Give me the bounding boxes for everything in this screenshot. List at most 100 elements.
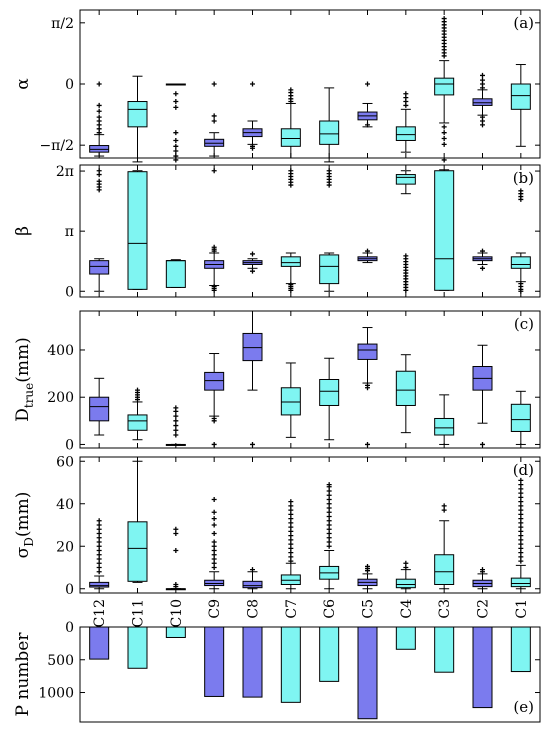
box-C11 [127, 460, 148, 583]
outlier-marker [326, 168, 332, 174]
outlier-marker [173, 104, 179, 110]
outlier-marker [518, 520, 524, 526]
panel-frame [79, 9, 541, 159]
outlier-marker [326, 531, 332, 536]
outlier-marker [480, 122, 485, 128]
outlier-marker [96, 102, 102, 108]
outlier-marker [365, 563, 370, 569]
box-C10 [165, 405, 186, 446]
outlier-marker [96, 560, 102, 566]
box [357, 343, 378, 360]
outlier-marker [211, 522, 217, 528]
box-C10 [165, 259, 186, 288]
box-C5 [357, 81, 378, 128]
outlier-marker [96, 81, 102, 87]
panel-label: (c) [514, 315, 534, 333]
outlier-marker [288, 528, 294, 534]
outlier-marker [518, 507, 524, 513]
y-tick-label: 500 [47, 653, 74, 669]
outlier-marker [288, 533, 294, 539]
outlier-marker [518, 482, 524, 488]
outlier-marker [288, 516, 294, 522]
box-C6 [319, 482, 340, 590]
box [89, 396, 110, 422]
y-tick-label: 40 [56, 497, 74, 513]
box-C11 [127, 387, 148, 441]
outlier-marker [365, 122, 370, 128]
outlier-marker [326, 522, 332, 528]
outlier-marker [441, 157, 447, 163]
outlier-marker [96, 108, 102, 114]
y-axis-label-main: P number [13, 632, 33, 717]
outlier-marker [173, 413, 179, 419]
category-label: C7 [284, 599, 300, 619]
panel-0: π/2 0 −π/2 (a) α [13, 9, 541, 163]
box-C1 [510, 64, 531, 147]
panel-2: 400 200 0 (c) Dtrue(mm) [13, 310, 541, 453]
outlier-marker [480, 265, 485, 271]
outlier-marker [211, 441, 217, 447]
bar [280, 626, 301, 703]
box [395, 174, 416, 185]
outlier-marker [211, 543, 217, 549]
outlier-marker [288, 545, 294, 551]
outlier-marker [173, 432, 179, 438]
outlier-marker [211, 415, 217, 421]
box [434, 170, 455, 291]
outlier-marker [518, 558, 524, 564]
y-axis-label: β [13, 226, 33, 236]
outlier-marker [403, 91, 409, 97]
box [242, 580, 263, 589]
y-axis-label-sub: D [22, 537, 36, 547]
outlier-marker [441, 507, 447, 513]
outlier-marker [518, 545, 524, 551]
outlier-marker [518, 511, 524, 517]
outlier-marker [288, 550, 294, 556]
outlier-marker [211, 548, 217, 553]
box [242, 332, 263, 362]
y-axis-label-main: β [13, 226, 33, 236]
outlier-marker [211, 531, 217, 536]
box [89, 145, 110, 153]
y-tick-label: 2π [56, 164, 74, 180]
box-C4 [395, 560, 416, 590]
box [280, 387, 301, 416]
category-label: C1 [514, 599, 530, 619]
outlier-marker [96, 543, 102, 549]
outlier-marker [173, 526, 179, 532]
outlier-marker [288, 282, 294, 288]
box-C5 [357, 327, 378, 447]
box-C8 [242, 567, 263, 590]
outlier-marker [480, 567, 485, 573]
y-tick-label: 200 [47, 390, 74, 406]
outlier-marker [441, 136, 447, 142]
box [280, 574, 301, 585]
box-C5 [357, 248, 378, 264]
outlier-marker [173, 157, 179, 163]
box [434, 554, 455, 585]
y-axis-label-sub: true [22, 383, 36, 408]
box-C3 [434, 394, 455, 445]
y-tick-label: π [65, 224, 74, 240]
box-C7 [280, 362, 301, 438]
outlier-marker [173, 427, 179, 433]
outlier-marker [250, 268, 255, 274]
y-axis-label-main: σ [13, 546, 33, 558]
outlier-marker [211, 113, 217, 119]
bar [434, 626, 455, 673]
outlier-marker [211, 516, 217, 522]
box [319, 379, 340, 406]
outlier-marker [288, 507, 294, 513]
bar [89, 626, 110, 660]
y-tick-label: 0 [65, 77, 74, 93]
bar [165, 626, 186, 638]
box-C4 [395, 354, 416, 434]
outlier-marker [326, 543, 332, 549]
outlier-marker [96, 548, 102, 553]
box-C4 [395, 170, 416, 293]
outlier-marker [211, 552, 217, 558]
box-C8 [242, 81, 263, 151]
category-label: C6 [322, 599, 338, 619]
box-C6 [319, 168, 340, 292]
